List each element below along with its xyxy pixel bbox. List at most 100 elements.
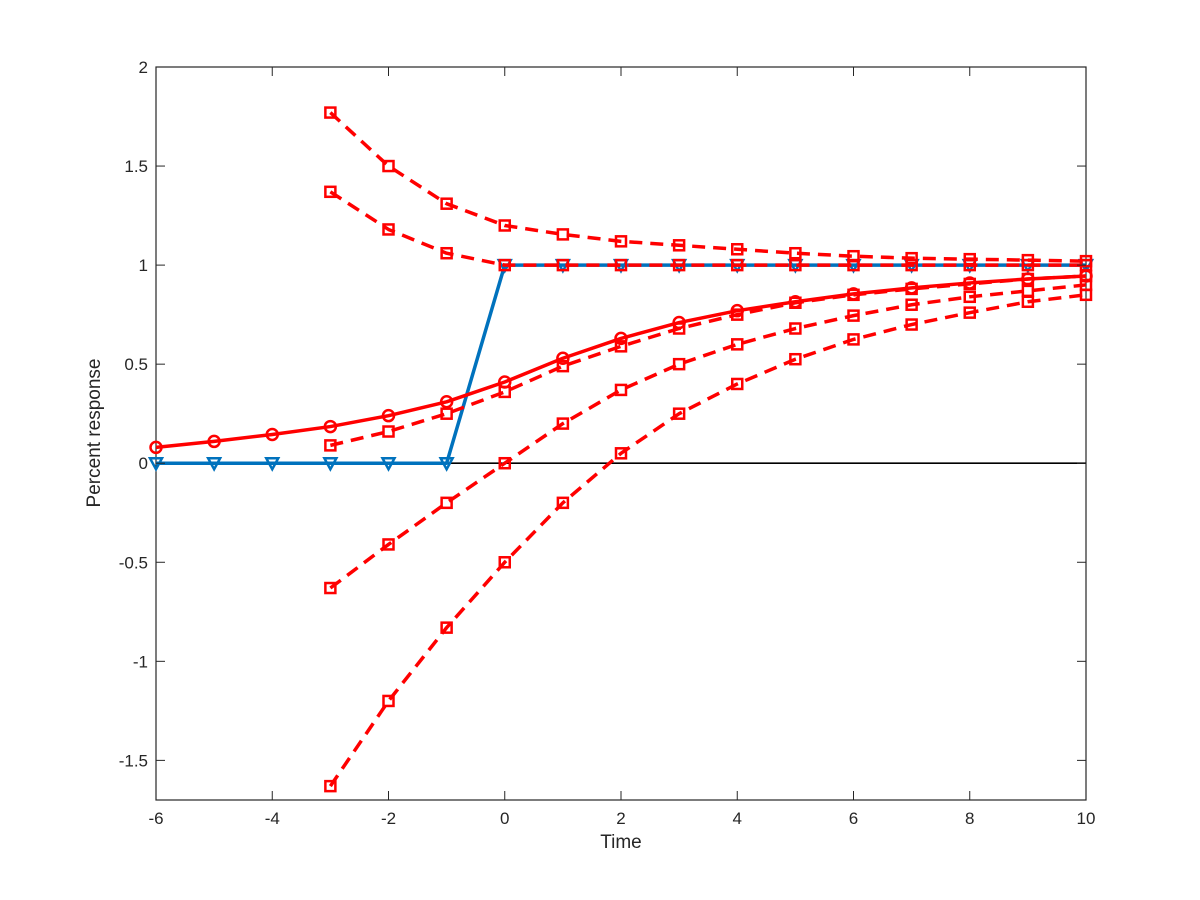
series-3 <box>324 269 1093 452</box>
x-tick-label: 8 <box>965 809 974 828</box>
x-tick-label: -2 <box>381 809 396 828</box>
data-point-square <box>789 246 802 260</box>
data-point-circle <box>614 331 628 346</box>
data-point-square <box>614 340 628 353</box>
data-point-square <box>731 338 744 351</box>
y-axis: -1.5 -1 -0.5 0 0.5 1 1.5 2 <box>119 58 1086 770</box>
series-5 <box>324 185 1093 272</box>
data-point-circle <box>381 408 396 423</box>
x-tick-label: 2 <box>616 809 625 828</box>
x-tick-label: -6 <box>148 809 163 828</box>
data-point-square <box>440 246 453 260</box>
data-point-square <box>789 296 802 309</box>
data-point-square <box>440 496 453 510</box>
data-point-circle <box>556 351 570 365</box>
x-axis-label: Time <box>600 832 642 853</box>
data-point-square <box>963 277 976 291</box>
data-point-square <box>324 439 337 452</box>
data-point-square <box>614 447 628 460</box>
data-point-square <box>498 556 511 569</box>
data-point-square <box>905 258 918 272</box>
data-point-square <box>324 779 337 793</box>
y-tick-label: -1.5 <box>119 751 148 770</box>
data-point-square <box>324 185 337 199</box>
x-axis: -6 -4 -2 0 2 4 6 8 10 <box>148 67 1095 828</box>
y-tick-label: -0.5 <box>119 553 148 572</box>
data-point-circle <box>149 440 163 455</box>
series-line <box>329 111 1087 263</box>
series-line <box>329 274 1087 448</box>
plot-area <box>147 66 1095 801</box>
data-point-square <box>556 417 570 430</box>
x-tick-label: 4 <box>733 809 742 828</box>
data-point-square <box>556 496 570 510</box>
data-point-square <box>905 318 918 331</box>
y-tick-label: 0 <box>139 454 148 473</box>
y-tick-label: 1 <box>139 256 148 275</box>
x-tick-label: 0 <box>500 809 509 828</box>
series-7 <box>324 288 1093 793</box>
data-point-triangle <box>438 456 455 472</box>
data-point-square <box>731 377 744 391</box>
data-point-square <box>556 258 570 272</box>
data-point-square <box>905 251 918 265</box>
data-point-square <box>324 581 337 595</box>
data-point-square <box>731 308 744 321</box>
data-point-square <box>440 197 453 210</box>
data-point-square <box>382 159 395 173</box>
data-point-square <box>1021 258 1035 272</box>
y-tick-label: 0.5 <box>124 355 148 374</box>
data-point-circle <box>265 427 279 442</box>
series-line <box>155 274 1087 450</box>
data-point-square <box>963 306 976 319</box>
data-point-square <box>672 407 686 420</box>
data-point-square <box>672 322 686 335</box>
data-point-square <box>556 359 570 373</box>
data-point-square <box>1021 295 1035 309</box>
data-point-triangle <box>264 456 281 472</box>
data-point-circle <box>207 434 221 449</box>
data-point-square <box>905 298 918 311</box>
data-point-triangle <box>322 456 339 472</box>
x-tick-label: -4 <box>265 809 280 828</box>
data-point-square <box>963 290 976 304</box>
data-point-square <box>440 407 453 420</box>
series-line <box>328 293 1087 788</box>
data-point-square <box>847 309 860 322</box>
data-point-square <box>614 258 628 272</box>
data-point-square <box>672 258 686 272</box>
data-point-square <box>556 228 570 241</box>
data-point-square <box>731 243 744 256</box>
x-tick-label: 6 <box>849 809 858 828</box>
data-point-square <box>847 333 860 346</box>
data-point-square <box>614 235 628 248</box>
y-tick-label: 1.5 <box>124 157 148 176</box>
data-point-square <box>1079 288 1093 302</box>
data-point-square <box>440 621 453 634</box>
data-point-square <box>498 258 511 272</box>
data-point-square <box>789 258 802 272</box>
data-point-triangle <box>380 456 397 472</box>
data-point-square <box>498 385 511 399</box>
y-tick-label: 2 <box>139 58 148 77</box>
data-point-square <box>498 456 511 470</box>
data-point-square <box>672 239 686 252</box>
data-point-triangle <box>206 456 223 472</box>
y-tick-label: -1 <box>133 652 148 671</box>
data-point-square <box>382 223 395 236</box>
data-point-circle <box>439 395 454 409</box>
data-point-square <box>963 258 976 272</box>
data-point-square <box>382 425 395 438</box>
data-point-square <box>847 258 860 272</box>
data-point-square <box>498 219 511 232</box>
data-point-circle <box>323 419 338 434</box>
data-point-square <box>789 322 802 335</box>
data-point-square <box>905 282 918 296</box>
data-point-square <box>847 288 860 302</box>
data-point-square <box>731 258 744 272</box>
data-point-square <box>672 357 686 371</box>
x-tick-label: 10 <box>1077 809 1096 828</box>
data-point-square <box>789 352 802 366</box>
